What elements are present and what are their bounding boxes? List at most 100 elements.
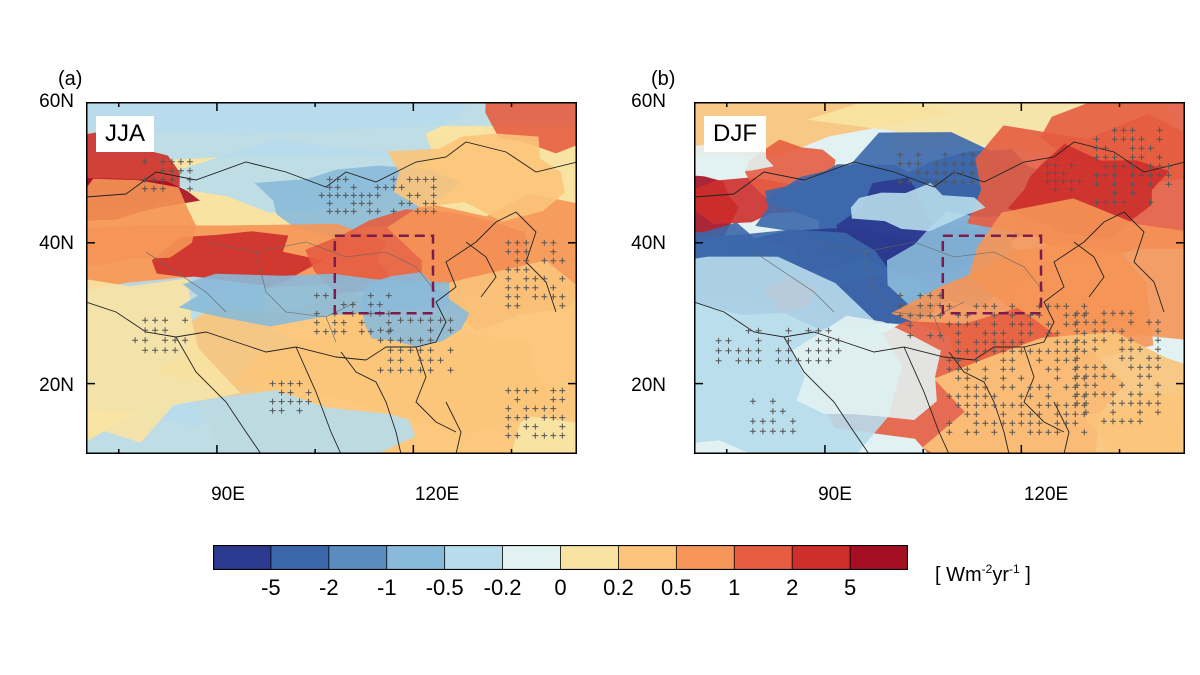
significance-marker xyxy=(322,328,329,335)
significance-marker xyxy=(942,151,949,158)
colorbar-tick-label: 0.5 xyxy=(661,575,692,600)
significance-marker xyxy=(397,347,404,354)
significance-marker xyxy=(182,317,189,324)
significance-marker xyxy=(514,387,521,394)
significance-marker xyxy=(1009,402,1016,409)
significance-marker xyxy=(1036,420,1043,427)
significance-marker xyxy=(514,266,521,273)
significance-marker xyxy=(382,184,389,191)
significance-marker xyxy=(1063,411,1070,418)
significance-marker xyxy=(322,292,329,299)
significance-marker xyxy=(414,208,421,215)
significance-marker xyxy=(430,208,437,215)
significance-marker xyxy=(759,418,766,425)
colorbar-tick-label: -0.2 xyxy=(483,575,522,600)
significance-marker xyxy=(1074,346,1080,353)
significance-marker xyxy=(1063,303,1070,310)
significance-marker xyxy=(745,347,752,354)
significance-marker xyxy=(269,407,276,414)
significance-marker xyxy=(342,176,349,183)
significance-marker xyxy=(1045,330,1052,337)
significance-marker xyxy=(1156,172,1163,179)
significance-marker xyxy=(406,200,413,207)
significance-marker xyxy=(406,192,413,199)
significance-marker xyxy=(1036,429,1043,436)
significance-marker xyxy=(906,160,913,167)
significance-marker xyxy=(296,380,303,387)
significance-marker xyxy=(805,327,812,334)
significance-marker xyxy=(1000,420,1007,427)
significance-marker xyxy=(387,367,394,374)
significance-marker xyxy=(969,160,976,167)
significance-marker xyxy=(287,380,294,387)
significance-marker xyxy=(1093,172,1100,179)
significance-marker xyxy=(1074,310,1080,317)
significance-marker xyxy=(907,332,914,339)
significance-marker xyxy=(991,339,998,346)
significance-marker xyxy=(1036,384,1043,391)
significance-marker xyxy=(1147,145,1154,152)
significance-marker xyxy=(955,393,962,400)
significance-marker xyxy=(1045,402,1052,409)
significance-marker xyxy=(775,347,782,354)
significance-marker xyxy=(390,208,397,215)
significance-marker xyxy=(326,208,333,215)
significance-marker xyxy=(1119,346,1125,353)
significance-marker xyxy=(815,347,822,354)
significance-marker xyxy=(982,375,989,382)
significance-marker xyxy=(1083,409,1089,416)
panel-b-lon-90: 90E xyxy=(818,484,852,505)
significance-marker xyxy=(186,176,193,183)
significance-marker xyxy=(1138,154,1145,161)
significance-marker xyxy=(964,411,971,418)
significance-marker xyxy=(1129,163,1136,170)
significance-marker xyxy=(755,347,762,354)
significance-marker xyxy=(1027,384,1034,391)
significance-marker xyxy=(1092,346,1098,353)
significance-marker xyxy=(982,393,989,400)
significance-marker xyxy=(1063,420,1070,427)
panel-a-lat-60: 60N xyxy=(39,91,74,112)
significance-marker xyxy=(1119,337,1125,344)
significance-marker xyxy=(541,257,548,264)
significance-marker xyxy=(437,357,444,364)
significance-marker xyxy=(1092,337,1098,344)
unit-close: ] xyxy=(1019,564,1031,586)
significance-marker xyxy=(960,151,967,158)
coastline xyxy=(295,346,342,454)
significance-marker xyxy=(390,184,397,191)
significance-marker xyxy=(1101,328,1107,335)
significance-marker xyxy=(1138,145,1145,152)
significance-marker xyxy=(559,257,566,264)
significance-marker xyxy=(387,347,394,354)
panel-b-lat-40: 40N xyxy=(631,233,666,254)
significance-marker xyxy=(1027,312,1034,319)
significance-marker xyxy=(1155,319,1161,326)
significance-marker xyxy=(150,176,157,183)
significance-marker xyxy=(313,310,320,317)
significance-marker xyxy=(897,178,904,185)
unit-open: [ Wm xyxy=(935,564,982,586)
significance-marker xyxy=(825,337,832,344)
colorbar-swatch xyxy=(792,545,851,570)
significance-marker xyxy=(1102,154,1109,161)
significance-marker xyxy=(1101,418,1107,425)
significance-marker xyxy=(417,347,424,354)
significance-marker xyxy=(1068,178,1075,185)
significance-marker xyxy=(1137,373,1143,380)
significance-marker xyxy=(532,405,539,412)
significance-marker xyxy=(897,302,904,309)
significance-marker xyxy=(550,387,557,394)
significance-marker xyxy=(927,302,934,309)
significance-marker xyxy=(1074,328,1080,335)
significance-marker xyxy=(1009,303,1016,310)
significance-marker xyxy=(1101,319,1107,326)
significance-marker xyxy=(514,432,521,439)
significance-marker xyxy=(541,432,548,439)
significance-marker xyxy=(1027,330,1034,337)
significance-marker xyxy=(1119,400,1125,407)
panel-b-letter: (b) xyxy=(651,68,676,90)
significance-marker xyxy=(417,367,424,374)
significance-marker xyxy=(427,367,434,374)
significance-marker xyxy=(1137,400,1143,407)
